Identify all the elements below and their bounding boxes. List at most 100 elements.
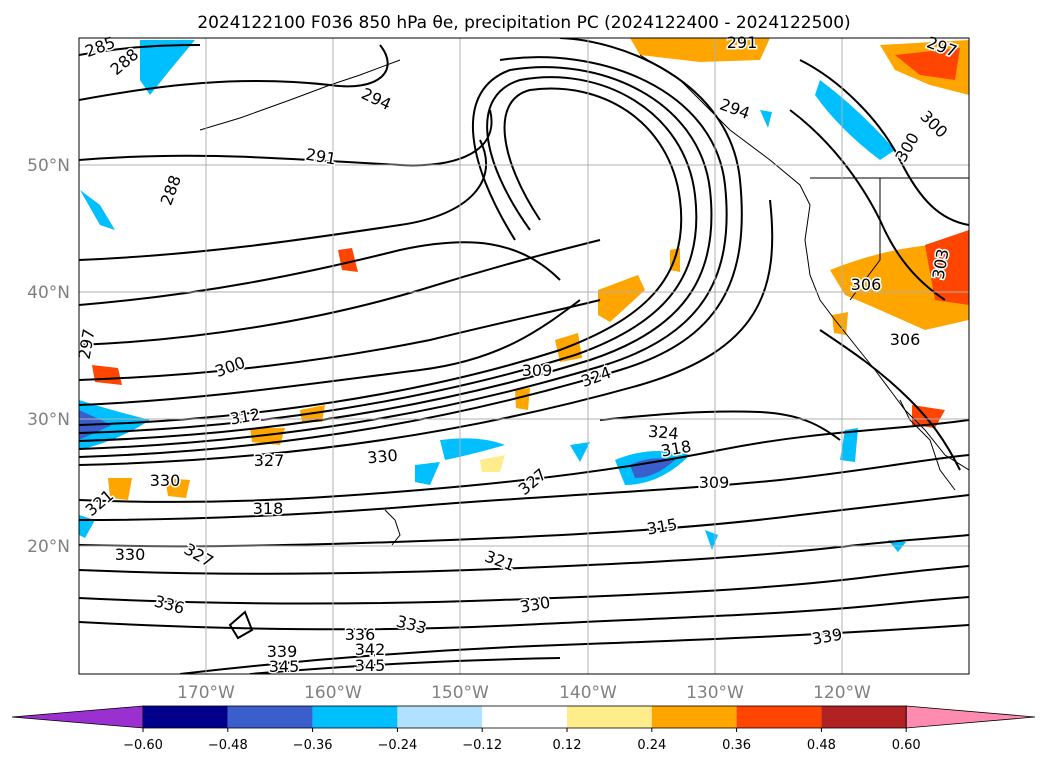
colorbar-swatch (397, 706, 483, 728)
precip-neg-region (570, 442, 590, 462)
lon-tick-label: 140°W (559, 683, 617, 703)
contour-line (228, 610, 254, 640)
precip-pos-region (515, 388, 530, 410)
lat-axis-labels: 50°N 40°N 30°N 20°N (27, 156, 70, 557)
contour-label: 345 (269, 657, 300, 676)
colorbar-swatch (227, 706, 313, 728)
contour-line (79, 76, 698, 434)
colorbar-tick-label: 0.24 (637, 738, 666, 753)
contour-label: 318 (253, 499, 284, 518)
gridlines (79, 38, 969, 674)
colorbar-extend-min (11, 705, 144, 729)
map-frame (78, 37, 970, 675)
precip-neg-region (79, 400, 150, 450)
contour-label: 342 (355, 640, 386, 659)
contour-line (79, 565, 969, 605)
contour-label: 324 (647, 422, 679, 444)
lat-tick-label: 20°N (27, 537, 70, 557)
contour-line (79, 241, 561, 306)
precip-pos-region (480, 455, 505, 472)
theta-e-contours (79, 38, 969, 674)
lon-axis-labels: 170°W 160°W 150°W 140°W 130°W 120°W (177, 683, 871, 703)
precip-neg-region (80, 190, 115, 230)
colorbar-extend-max (905, 705, 1036, 729)
colorbar-tick-label: 0.48 (807, 738, 836, 753)
contour-line (79, 534, 969, 575)
colorbar-frame (142, 705, 907, 729)
lon-tick-label: 130°W (686, 683, 744, 703)
precip-neg-region (415, 462, 440, 485)
lon-tick-label: 150°W (431, 683, 489, 703)
precip-pos-region (832, 312, 848, 335)
contour-line (79, 419, 969, 503)
map-background (79, 38, 969, 674)
contour-label: 336 (345, 625, 376, 644)
chart-title: 2024122100 F036 850 hPa θe, precipitatio… (197, 13, 850, 33)
lat-tick-label: 40°N (27, 283, 70, 303)
coastline (639, 54, 969, 471)
precip-pos-region (92, 365, 122, 385)
contour-line (79, 596, 969, 631)
precip-pos-region (630, 38, 770, 62)
colorbar-tick-label: 0.36 (722, 738, 751, 753)
contour-label: 306 (890, 330, 921, 349)
colorbar-swatch (651, 706, 737, 728)
precip-pos-region (895, 48, 960, 80)
contour-line (79, 66, 713, 442)
precip-pos-region (165, 478, 190, 498)
contour-line (819, 329, 961, 471)
colorbar: −0.60 −0.48 −0.36 −0.24 −0.12 0.12 0.24 0.36 0.4… (11, 705, 1036, 753)
contour-line (249, 657, 561, 674)
lon-tick-label: 120°W (813, 683, 871, 703)
coastlines (199, 54, 969, 546)
colorbar-tick-label: 0.12 (553, 738, 582, 753)
colorbar-swatch (736, 706, 822, 728)
contour-label: 339 (267, 642, 298, 661)
contour-line (599, 410, 841, 441)
precip-pos-region (925, 230, 969, 305)
contour-line (79, 199, 774, 466)
precip-neg-region (140, 40, 195, 95)
contour-line (179, 624, 969, 674)
coastline (899, 399, 956, 491)
precip-pos-region (338, 248, 358, 272)
colorbar-tick-label: −0.12 (462, 738, 502, 753)
contour-label: 327 (254, 451, 285, 470)
precip-neg-region (815, 80, 895, 160)
colorbar-swatch (821, 706, 907, 728)
contour-label: 330 (115, 545, 146, 564)
map-area: 2852882942912882912942973003002973063033… (73, 31, 970, 678)
contour-line (79, 299, 581, 406)
colorbar-tick-label: 0.60 (892, 738, 921, 753)
precip-neg-region (440, 438, 505, 460)
contour-line (799, 59, 969, 226)
contour-line (79, 44, 389, 101)
colorbar-tick-label: −0.60 (123, 738, 163, 753)
contour-line (79, 454, 969, 521)
lat-tick-label: 50°N (27, 156, 70, 176)
contour-label: 306 (851, 275, 882, 294)
colorbar-tick-label: −0.24 (377, 738, 417, 753)
contour-line (79, 239, 601, 346)
contour-line (79, 56, 728, 450)
contour-line (79, 87, 683, 426)
precip-pos-region (598, 275, 645, 322)
colorbar-tick-label: −0.36 (293, 738, 333, 753)
colorbar-swatch (143, 706, 228, 728)
precip-pos-region (250, 428, 285, 445)
contour-line (79, 38, 743, 458)
contour-label: 309 (522, 361, 553, 380)
contour-label: 309 (699, 473, 730, 492)
contour-line (79, 44, 201, 56)
coastline (384, 509, 401, 546)
contour-label: 291 (727, 33, 758, 52)
lon-tick-label: 170°W (177, 683, 235, 703)
lon-tick-label: 160°W (304, 683, 362, 703)
coastline (199, 59, 401, 131)
colorbar-swatch (567, 706, 652, 728)
contour-label: 330 (366, 446, 398, 468)
colorbar-swatch (482, 706, 567, 728)
lat-tick-label: 30°N (27, 410, 70, 430)
contour-line (79, 299, 601, 381)
